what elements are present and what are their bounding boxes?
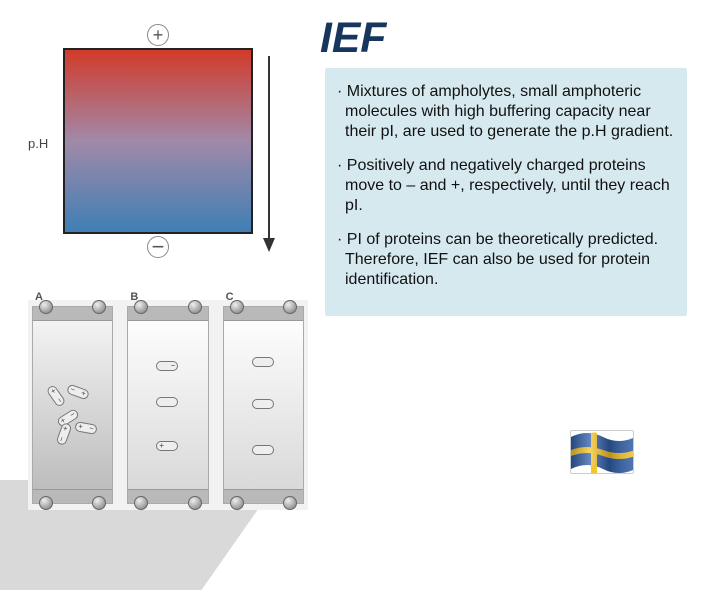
protein-pill bbox=[252, 357, 274, 367]
strip-cap-bottom bbox=[224, 489, 303, 503]
strip-cap-top bbox=[224, 307, 303, 321]
bullet-3: PI of proteins can be theoretically pred… bbox=[337, 230, 675, 290]
gel-strip-diagram: A+−+−+−+−+−B−+C bbox=[28, 300, 308, 510]
strip-cap-bottom bbox=[128, 489, 207, 503]
bullet-1: Mixtures of ampholytes, small amphoteric… bbox=[337, 82, 675, 142]
strip-cap-top bbox=[128, 307, 207, 321]
gel-strip: A+−+−+−+−+− bbox=[32, 306, 113, 504]
strip-cap-top bbox=[33, 307, 112, 321]
bullet-panel: Mixtures of ampholytes, small amphoteric… bbox=[325, 68, 687, 316]
strip-gel bbox=[224, 321, 303, 489]
gel-strip: C bbox=[223, 306, 304, 504]
strip-gel: −+ bbox=[128, 321, 207, 489]
protein-pill bbox=[252, 445, 274, 455]
strip-cap-bottom bbox=[33, 489, 112, 503]
bullet-2: Positively and negatively charged protei… bbox=[337, 156, 675, 216]
slide-title: IEF bbox=[320, 14, 386, 63]
strip-gel: +−+−+−+−+− bbox=[33, 321, 112, 489]
protein-pill bbox=[156, 397, 178, 407]
swedish-flag-icon bbox=[570, 430, 634, 474]
ph-label: p.H bbox=[28, 136, 48, 151]
protein-pill: +− bbox=[66, 384, 90, 401]
electrode-plus-icon: + bbox=[147, 24, 169, 46]
protein-pill: + bbox=[156, 441, 178, 451]
protein-pill: +− bbox=[46, 384, 67, 408]
ph-gradient-box bbox=[63, 48, 253, 234]
gel-strip: B−+ bbox=[127, 306, 208, 504]
ph-arrow-icon bbox=[260, 52, 278, 252]
protein-pill: − bbox=[156, 361, 178, 371]
ph-gradient-diagram: + − p.H bbox=[28, 24, 288, 274]
electrode-minus-icon: − bbox=[147, 236, 169, 258]
protein-pill: +− bbox=[56, 422, 73, 446]
protein-pill bbox=[252, 399, 274, 409]
protein-pill: +− bbox=[74, 421, 97, 435]
